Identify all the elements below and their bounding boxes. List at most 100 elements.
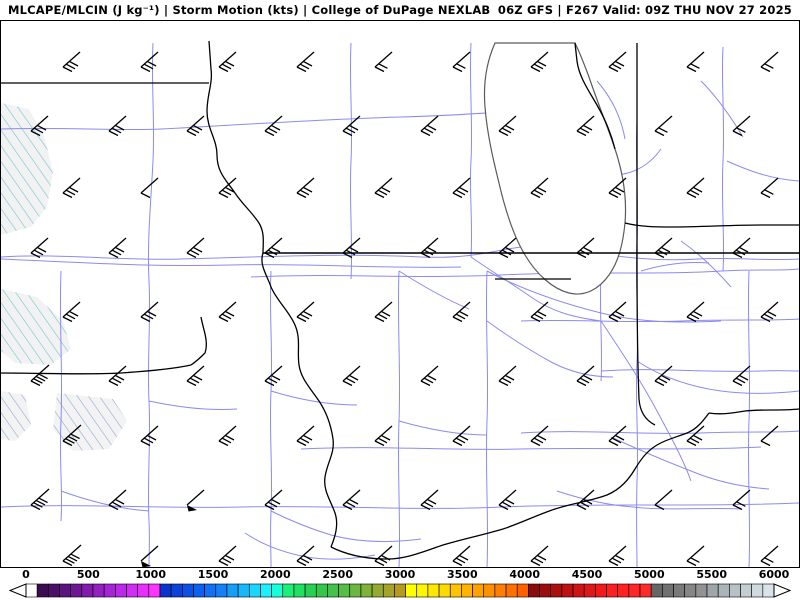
colorbar-cell: [449, 583, 462, 598]
mlcape-colorbar: 0 500 1000 1500 2000 2500 3000 3500 4000 4500 5000…: [0, 568, 800, 600]
colorbar-cell: [740, 583, 752, 598]
colorbar-cell: [483, 583, 496, 598]
map-canvas[interactable]: [0, 20, 800, 568]
lake-michigan: [483, 42, 627, 295]
colorbar-cell: [394, 583, 406, 598]
colorbar-tick-label: 6000: [758, 568, 790, 581]
colorbar-cell: [182, 583, 194, 598]
colorbar-cell: [572, 583, 585, 598]
colorbar-cell: [115, 583, 127, 598]
colorbar-cell: [25, 583, 38, 598]
colorbar-cell: [516, 583, 529, 598]
cin-region-nw: [1, 103, 53, 235]
colorbar-tick-label: 1500: [197, 568, 229, 581]
colorbar-cell: [193, 583, 205, 598]
colorbar-cell: [304, 583, 317, 598]
colorbar-cell: [226, 583, 239, 598]
interstate-highway-network: [1, 42, 799, 567]
colorbar-cell: [170, 583, 183, 598]
colorbar-cell: [617, 583, 630, 598]
colorbar-tick-label: 1000: [135, 568, 166, 581]
colorbar-tick-label: 2500: [322, 568, 353, 581]
product-title: MLCAPE/MLCIN (J kg⁻¹) | Storm Motion (kt…: [8, 3, 491, 17]
colorbar-cell: [438, 583, 451, 598]
model-run-info: 06Z GFS | F267 Valid: 09Z THU NOV 27 202…: [497, 3, 792, 17]
colorbar-tick-label: 500: [76, 568, 100, 581]
colorbar-cell: [48, 583, 60, 598]
colorbar-cell: [126, 583, 138, 598]
colorbar-cell: [159, 583, 172, 598]
colorbar-cell: [204, 583, 217, 598]
colorbar-cell: [684, 583, 697, 598]
colorbar-cell: [215, 583, 228, 598]
colorbar-cell: [539, 583, 552, 598]
colorbar-cell: [338, 583, 351, 598]
colorbar-cell: [360, 583, 373, 598]
colorbar-cell: [416, 583, 429, 598]
colorbar-cell: [36, 583, 49, 598]
colorbar-tick-label: 5500: [696, 568, 727, 581]
colorbar-cell: [327, 583, 339, 598]
colorbar-tick-label: 0: [22, 568, 30, 581]
colorbar-cell: [639, 583, 652, 598]
colorbar-cell: [103, 583, 116, 598]
colorbar-cell: [706, 583, 719, 598]
colorbar-tick-label: 3500: [446, 568, 478, 581]
colorbar-tick-label: 3000: [384, 568, 416, 581]
colorbar-cell: [673, 583, 685, 598]
colorbar-cell: [81, 583, 94, 598]
colorbar-cell: [595, 583, 607, 598]
colorbar-tick-label: 4500: [571, 568, 603, 581]
colorbar-cell: [751, 583, 764, 598]
cin-region-sw-small: [1, 391, 31, 441]
colorbar-extend-left-icon: [8, 583, 27, 598]
colorbar-cell: [293, 583, 306, 598]
colorbar-cell: [494, 583, 507, 598]
colorbar-tick-label: 4000: [509, 568, 540, 581]
colorbar-cell: [662, 583, 674, 598]
colorbar-cell: [260, 583, 272, 598]
colorbar-tick-label: 5000: [633, 568, 665, 581]
colorbar-extend-right-icon: [773, 583, 792, 598]
colorbar-tick-labels: 0 500 1000 1500 2000 2500 3000 3500 4000 4500 5000…: [0, 568, 800, 582]
colorbar-cell: [505, 583, 518, 598]
mlcin-hatched-regions: [1, 103, 127, 451]
colorbar-cell: [561, 583, 574, 598]
colorbar-cell: [650, 583, 663, 598]
colorbar-cell: [371, 583, 384, 598]
colorbar-cell: [59, 583, 71, 598]
colorbar-tick-label: 2000: [259, 568, 291, 581]
state-boundaries: [1, 40, 799, 560]
colorbar-cell: [606, 583, 618, 598]
colorbar-cell: [349, 583, 362, 598]
colorbar-cell: [137, 583, 150, 598]
colorbar-cell: [237, 583, 250, 598]
colorbar-cell: [729, 583, 741, 598]
colorbar-cell: [148, 583, 161, 598]
colorbar-cell: [248, 583, 261, 598]
map-background: [1, 21, 799, 567]
colorbar-cell: [405, 583, 418, 598]
colorbar-graphic: [8, 583, 792, 598]
map-header-bar: MLCAPE/MLCIN (J kg⁻¹) | Storm Motion (kt…: [0, 0, 800, 20]
cin-region-sw: [53, 393, 127, 451]
colorbar-cell: [282, 583, 295, 598]
colorbar-swatches[interactable]: [0, 583, 800, 598]
colorbar-cell: [271, 583, 284, 598]
map-graphics: [1, 21, 799, 567]
colorbar-cell: [315, 583, 328, 598]
cin-region-w: [1, 289, 71, 365]
colorbar-cell: [583, 583, 596, 598]
colorbar-cell: [628, 583, 641, 598]
colorbar-cell: [762, 583, 775, 598]
colorbar-cell: [427, 583, 440, 598]
colorbar-cell: [695, 583, 708, 598]
colorbar-cell: [472, 583, 485, 598]
colorbar-cell: [70, 583, 83, 598]
colorbar-cell: [528, 583, 540, 598]
colorbar-cell: [550, 583, 563, 598]
colorbar-cell: [461, 583, 473, 598]
colorbar-cell: [92, 583, 105, 598]
colorbar-cell: [717, 583, 730, 598]
